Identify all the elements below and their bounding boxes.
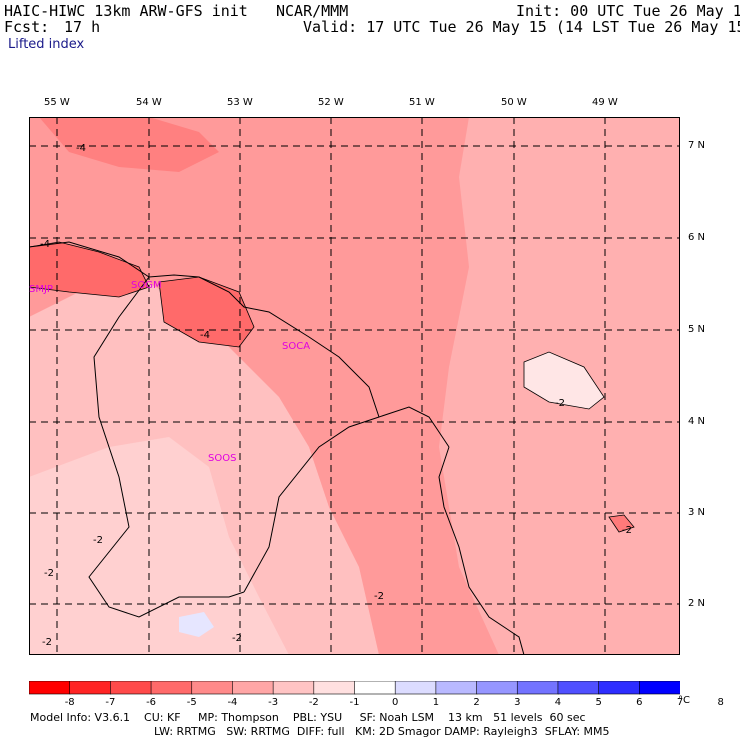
lat-label-6n: 6 N	[688, 232, 706, 243]
contour-label: -2	[44, 568, 54, 579]
light-spot-south	[179, 612, 214, 637]
border-french-guiana	[243, 416, 380, 593]
color-bar-swatch	[150, 681, 193, 695]
color-bar-swatch	[639, 681, 680, 695]
color-bar-tick-label: 1	[432, 697, 440, 708]
color-bar-swatch	[69, 681, 112, 695]
contour-minus4-sogm	[158, 276, 255, 348]
contour-minus4-east	[608, 514, 635, 533]
color-bar-tick-label: -2	[308, 697, 319, 708]
color-bar-swatch	[476, 681, 519, 695]
valid-time: Valid: 17 UTC Tue 26 May 15 (14 LST Tue …	[303, 18, 740, 36]
color-bar-tick-label: -8	[64, 697, 75, 708]
contour-minus4-west	[29, 241, 150, 298]
color-bar-tick-label: 6	[636, 697, 643, 708]
color-bar-swatch	[394, 681, 437, 695]
color-bar-swatch	[110, 681, 152, 695]
darker-region-sogm	[159, 277, 254, 347]
contour-label: -2	[374, 591, 384, 602]
lat-label-3n: 3 N	[688, 507, 706, 518]
forecast-hour: 17 h	[64, 18, 101, 36]
lon-label-54w: 54 W	[136, 97, 162, 108]
color-bar-tick-label: -6	[146, 697, 157, 708]
color-bar-swatch	[516, 681, 559, 695]
contour-label: -4	[76, 143, 86, 154]
lat-label-2n: 2 N	[688, 598, 706, 609]
lon-label-53w: 53 W	[227, 97, 253, 108]
station-sogm: SOGM	[131, 280, 162, 291]
light-spot-east	[524, 352, 604, 409]
contour-label: -2	[622, 525, 632, 536]
darker-region-west	[29, 242, 149, 297]
color-bar-tick-label: 2	[473, 697, 480, 708]
contour-plus2-east	[523, 351, 605, 410]
color-bar-swatch	[191, 681, 234, 695]
color-bar-swatch	[272, 681, 315, 695]
contour-label: -4	[40, 239, 50, 250]
contour-label: -2	[232, 633, 242, 644]
lifted-index-map	[29, 117, 680, 655]
contour-label: -2	[555, 398, 565, 409]
map-frame	[29, 117, 680, 655]
contour-label: -2	[42, 637, 52, 648]
lat-label-5n: 5 N	[688, 324, 706, 335]
station-soos: SOOS	[208, 453, 237, 464]
darker-region-north	[39, 117, 219, 172]
color-bar-swatch	[232, 681, 274, 695]
color-bar-tick-label: 5	[595, 697, 602, 708]
color-bar-tick-label: -7	[105, 697, 116, 708]
lat-lon-grid	[29, 117, 680, 655]
color-bar-swatch	[598, 681, 641, 695]
model-info-line2: LW: RRTMG SW: RRTMG DIFF: full KM: 2D Sm…	[154, 725, 610, 738]
station-soca: SOCA	[282, 341, 311, 352]
color-bar-unit: °C	[678, 695, 690, 706]
south-lighter-field	[29, 437, 289, 655]
field-name: Lifted index	[8, 37, 85, 52]
color-bar-tick-label: 7	[676, 697, 684, 708]
lon-label-55w: 55 W	[44, 97, 70, 108]
color-bar-swatch	[313, 681, 356, 695]
org-label: NCAR/MMM	[276, 2, 349, 20]
init-time: Init: 00 UTC Tue 26 May 15	[516, 2, 740, 20]
color-bar-tick-label: -3	[268, 697, 279, 708]
color-bar	[29, 681, 680, 695]
border-suriname	[88, 276, 245, 618]
lat-label-7n: 7 N	[688, 140, 706, 151]
forecast-label: Fcst:	[4, 18, 50, 36]
color-bar-tick-label: -4	[227, 697, 238, 708]
color-bar-swatch	[354, 681, 396, 695]
color-bar-swatch	[557, 681, 600, 695]
color-bar-tick-label: 8	[717, 697, 724, 708]
model-info-line1: Model Info: V3.6.1 CU: KF MP: Thompson P…	[30, 711, 586, 724]
color-bar-swatch	[435, 681, 478, 695]
coastline-path	[29, 241, 450, 448]
color-bar-tick-label: 3	[514, 697, 521, 708]
contour-label: -2	[93, 535, 103, 546]
model-title: HAIC-HIWC 13km ARW-GFS init	[4, 2, 248, 20]
lon-label-50w: 50 W	[501, 97, 527, 108]
lon-label-49w: 49 W	[592, 97, 618, 108]
contour-label: -4	[200, 330, 210, 341]
color-bar-tick-label: 0	[392, 697, 399, 708]
station-smjp: SMJP	[29, 284, 53, 295]
color-bar-tick-label: -5	[186, 697, 197, 708]
lat-label-4n: 4 N	[688, 416, 706, 427]
color-bar-tick-label: 4	[554, 697, 562, 708]
color-bar-swatch	[29, 681, 71, 695]
lon-label-51w: 51 W	[409, 97, 435, 108]
lon-label-52w: 52 W	[318, 97, 344, 108]
color-bar-tick-label: -1	[349, 697, 360, 708]
